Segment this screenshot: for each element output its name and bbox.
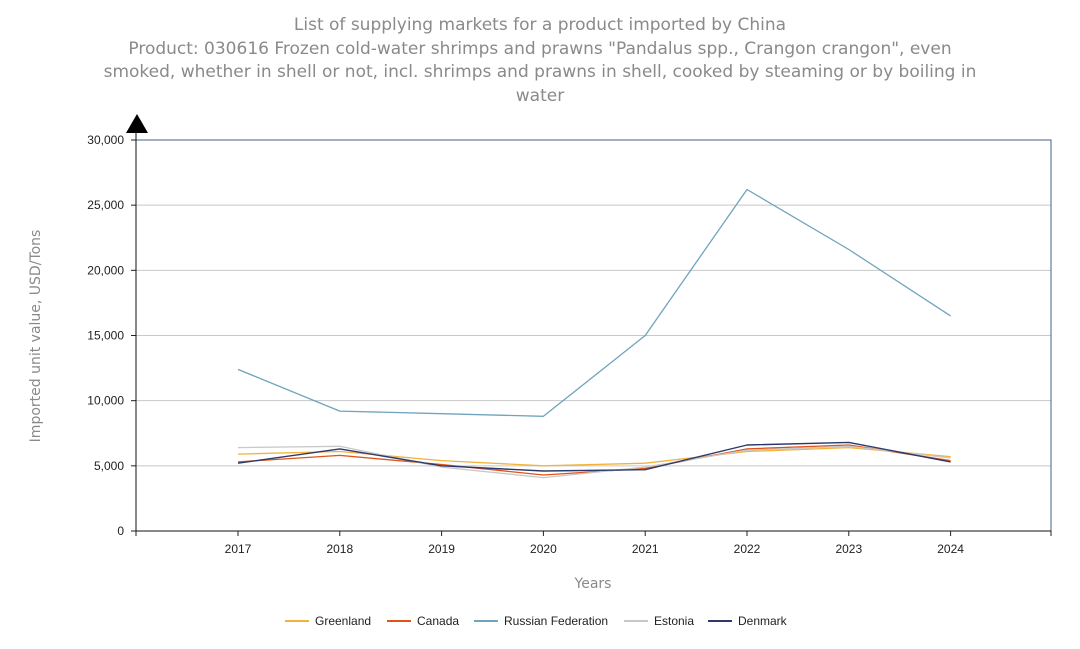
- x-axis-title: Years: [574, 576, 612, 592]
- series-line-greenland: [237, 446, 951, 467]
- axes: 0 5,000 10,000 15,000 20,000 25,000 30,000 2017…: [87, 126, 1052, 556]
- y-tick-label: 10,000: [87, 394, 124, 408]
- chart-subtitle-line-3: water: [515, 85, 565, 106]
- y-tick-label: 25,000: [87, 198, 124, 212]
- y-tick-label: 0: [117, 524, 124, 538]
- x-tick-label: 2021: [632, 542, 659, 556]
- x-tick-label: 2023: [835, 542, 862, 556]
- x-tick-label: 2019: [428, 542, 455, 556]
- legend-label: Denmark: [738, 614, 788, 628]
- chart-title: List of supplying markets for a product …: [293, 15, 787, 35]
- series-line-estonia: [237, 445, 951, 479]
- gridlines: [136, 204, 1051, 467]
- y-tick-label: 30,000: [87, 133, 124, 147]
- legend-label: Greenland: [315, 614, 371, 628]
- y-axis-title: Imported unit value, USD/Tons: [28, 230, 44, 443]
- x-tick-label: 2024: [937, 542, 964, 556]
- chart-subtitle-line-2: smoked, whether in shell or not, incl. s…: [103, 62, 977, 82]
- x-tick-label: 2018: [326, 542, 353, 556]
- legend-label: Russian Federation: [504, 614, 608, 628]
- chart-title-block: List of supplying markets for a product …: [0, 14, 1080, 108]
- legend-label: Estonia: [654, 614, 694, 628]
- y-tick-label: 15,000: [87, 329, 124, 343]
- series-line-russian-federation: [237, 188, 951, 417]
- y-axis-arrow-icon: [126, 114, 148, 133]
- y-tick-label: 5,000: [94, 459, 124, 473]
- series-lines: [237, 188, 951, 479]
- y-tick-label: 20,000: [87, 263, 124, 277]
- series-line-denmark: [237, 441, 951, 472]
- chart-subtitle-line-1: Product: 030616 Frozen cold-water shrimp…: [128, 38, 952, 59]
- x-tick-label: 2022: [734, 542, 761, 556]
- legend-label: Canada: [417, 614, 459, 628]
- x-tick-label: 2017: [225, 542, 252, 556]
- x-tick-label: 2020: [530, 542, 557, 556]
- legend: Greenland Canada Russian Federation Estonia…: [285, 614, 788, 628]
